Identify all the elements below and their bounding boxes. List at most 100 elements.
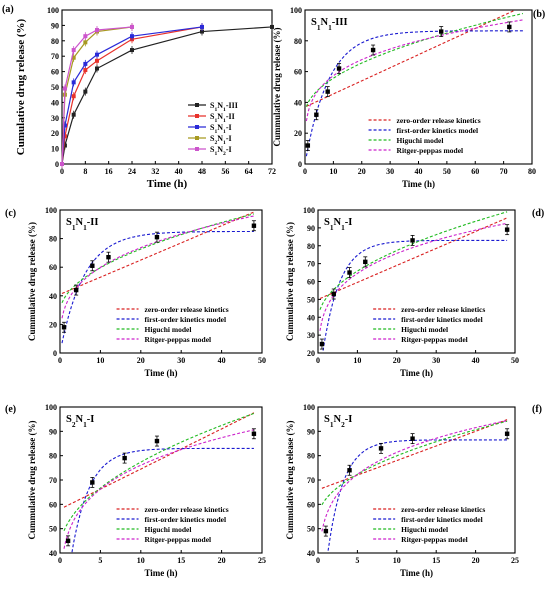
label-part: 1	[223, 140, 226, 146]
label-part: -II	[226, 112, 235, 121]
chart-panel-3: 0 10 20 30 40 50 20 30 40 50 60 70 80 90 100 Time (h) Cu…	[285, 206, 544, 378]
legend-label: S1N2-I	[210, 145, 232, 157]
data-point	[71, 112, 76, 117]
label-part: S	[210, 134, 215, 143]
label-part: 1	[317, 23, 321, 32]
data-point	[504, 227, 510, 232]
legend-label: first-order kinetics model	[401, 515, 483, 524]
y-tick-label: 90	[307, 224, 315, 233]
x-tick-label: 25	[511, 556, 519, 565]
y-tick-label: 20	[49, 320, 57, 329]
legend-label: S1N1-I	[210, 123, 232, 135]
x-tick-label: 15	[432, 556, 440, 565]
data-point	[83, 34, 88, 39]
data-point	[61, 325, 67, 330]
data-point	[130, 48, 134, 53]
legend-label: Ritger-peppas model	[145, 335, 212, 344]
x-tick-label: 25	[258, 556, 266, 565]
label-part: -I	[226, 145, 232, 154]
fit-curve-1	[71, 447, 254, 553]
fit-curve-3	[63, 429, 255, 549]
label-part: -III	[332, 17, 348, 28]
label-part: N	[76, 414, 84, 425]
x-tick-label: 0	[303, 167, 307, 176]
label-part: S	[210, 101, 215, 110]
y-tick-label: 80	[51, 37, 59, 46]
label-part: 1	[72, 223, 76, 232]
data-point	[314, 112, 319, 117]
data-point	[347, 270, 352, 275]
y-tick-label: 60	[49, 500, 57, 509]
label-part: -I	[87, 414, 95, 425]
x-tick-label: 8	[83, 167, 87, 176]
x-tick-label: 40	[472, 356, 480, 365]
series-line-4	[61, 26, 133, 165]
chart-panel-4: 0 5 10 15 20 25 40 50 60 70 80 90 100 Time (h) Cummula…	[5, 403, 266, 578]
x-tick-label: 0	[60, 167, 64, 176]
label-part: S	[210, 112, 215, 121]
label-part: S	[66, 414, 72, 425]
legend-label: Higuchi model	[397, 136, 444, 145]
x-tick-label: 48	[198, 167, 206, 176]
label-part: -I	[345, 414, 353, 425]
fit-curve-2	[305, 12, 524, 107]
x-axis-label: Time (h)	[144, 568, 177, 578]
y-tick-label: 40	[49, 549, 57, 558]
y-tick-label: 80	[294, 37, 302, 46]
fit-curve-1	[305, 30, 523, 157]
y-tick-label: 90	[51, 21, 59, 30]
data-point	[331, 291, 336, 297]
legend-label: Ritger-peppas model	[397, 146, 464, 155]
y-tick-label: 20	[307, 349, 315, 358]
x-tick-label: 80	[528, 167, 536, 176]
x-axis-label: Time (h)	[147, 178, 188, 190]
data-point	[439, 29, 444, 34]
y-axis-label: Cummulative drug release (%)	[285, 222, 295, 341]
x-tick-label: 40	[218, 356, 226, 365]
y-tick-label: 70	[307, 476, 315, 485]
label-part: -II	[87, 217, 99, 228]
x-tick-label: 20	[472, 556, 480, 565]
label-part: 1	[214, 118, 217, 124]
data-point	[410, 436, 415, 441]
legend-label: Higuchi model	[401, 325, 448, 334]
label-part: -I	[226, 123, 232, 132]
y-tick-label: 100	[290, 6, 302, 15]
legend-marker	[195, 114, 199, 118]
label-part: 1	[214, 151, 217, 157]
data-point	[325, 89, 330, 94]
data-point	[90, 263, 95, 268]
panel-label: (f)	[532, 404, 542, 415]
data-point	[200, 24, 204, 29]
y-tick-label: 70	[51, 52, 59, 61]
legend-label: zero-order release kinetics	[145, 505, 229, 514]
legend-label: zero-order release kinetics	[397, 116, 481, 125]
fit-curve-3	[61, 215, 255, 319]
label-part: 1	[341, 223, 345, 232]
x-tick-label: 24	[128, 167, 136, 176]
label-part: N	[217, 145, 223, 154]
fit-curve-1	[327, 439, 508, 551]
x-tick-label: 0	[316, 556, 320, 565]
legend-marker	[195, 125, 199, 129]
data-point	[251, 431, 257, 436]
data-point	[305, 143, 311, 148]
series-line-0	[61, 26, 273, 165]
x-tick-label: 5	[98, 556, 102, 565]
y-tick-label: 40	[307, 313, 315, 322]
x-tick-label: 0	[316, 356, 320, 365]
label-part: -III	[226, 101, 238, 110]
label-part: 1	[330, 420, 334, 429]
data-point	[60, 162, 64, 166]
data-point	[95, 52, 99, 57]
data-point	[154, 234, 160, 240]
y-axis-label: Cummulative drug release (%)	[27, 420, 37, 539]
label-part: N	[217, 134, 223, 143]
y-tick-label: 50	[49, 525, 57, 534]
label-part: N	[321, 17, 329, 28]
y-tick-label: 80	[49, 235, 57, 244]
fit-curve-0	[319, 217, 508, 300]
data-point	[507, 24, 512, 30]
data-point	[95, 58, 99, 63]
